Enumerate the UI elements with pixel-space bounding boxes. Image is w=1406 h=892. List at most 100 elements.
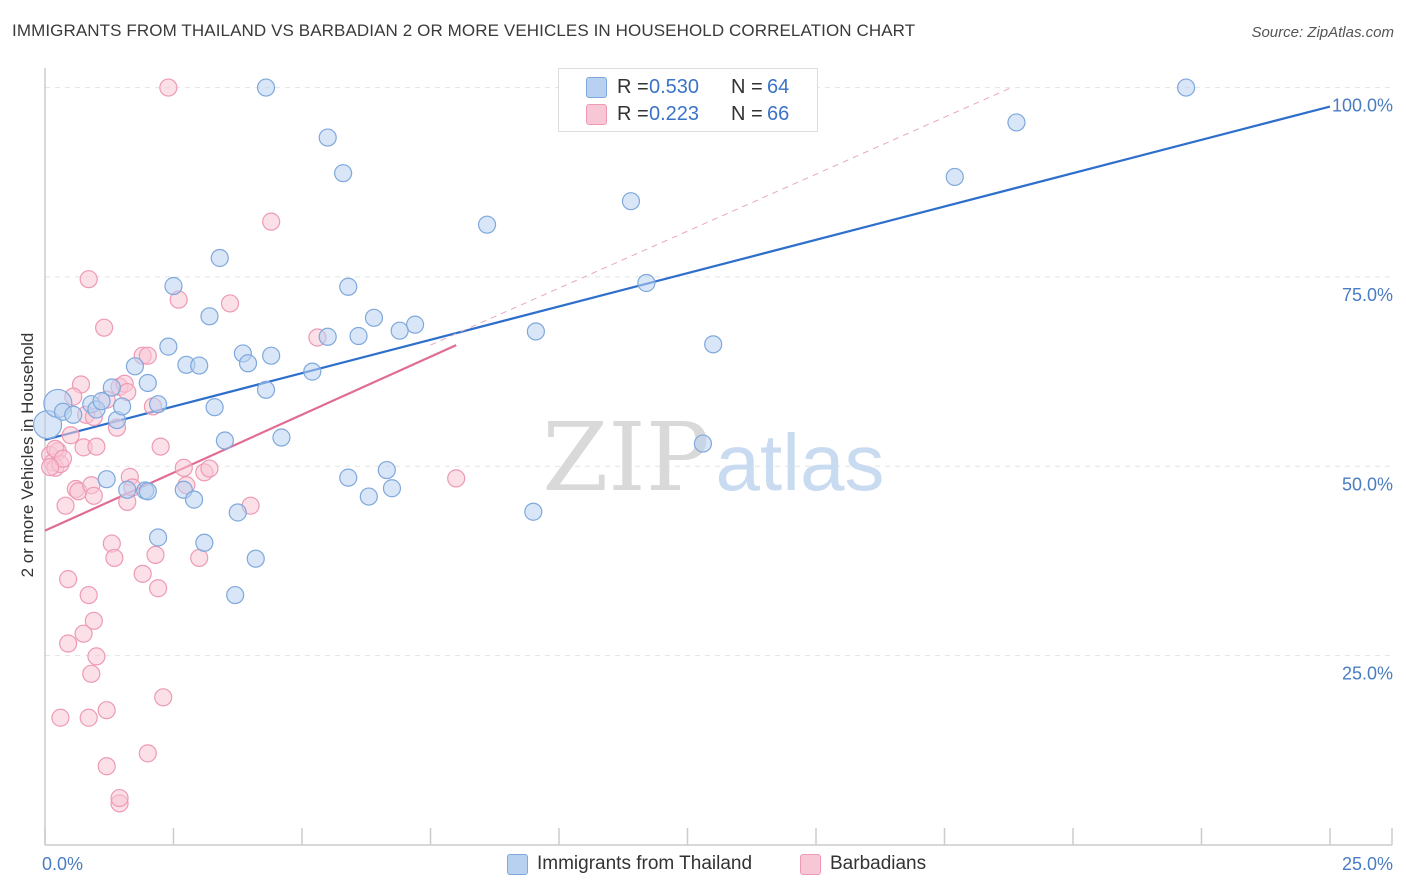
data-point-pink — [79, 708, 98, 727]
data-point-pink — [97, 701, 116, 720]
data-point-blue — [195, 533, 214, 552]
data-point-pink — [133, 564, 152, 583]
data-point-pink — [200, 459, 219, 478]
trend-line-blue — [44, 105, 1331, 441]
data-point-blue — [334, 164, 353, 183]
data-point-blue — [526, 322, 545, 341]
legend-r-value: 0.223 — [649, 103, 700, 125]
data-point-blue — [148, 395, 168, 414]
data-point-blue — [125, 357, 145, 376]
data-point-pink — [84, 486, 103, 505]
data-point-pink — [95, 318, 114, 337]
legend-n-label: N = — [731, 76, 763, 98]
data-point-pink — [51, 708, 70, 727]
data-point-blue — [118, 480, 137, 499]
data-point-blue — [377, 460, 396, 480]
data-point-blue — [1176, 78, 1196, 97]
data-point-blue — [262, 346, 281, 365]
data-point-pink — [447, 469, 466, 488]
data-point-blue — [228, 503, 247, 522]
data-point-pink — [84, 611, 103, 630]
data-point-pink — [79, 585, 98, 605]
y-tick-label: 50.0% — [1342, 474, 1393, 494]
data-point-blue — [359, 487, 378, 506]
data-point-blue — [138, 482, 157, 501]
data-point-pink — [59, 570, 78, 589]
data-point-pink — [190, 548, 209, 568]
data-point-blue — [364, 308, 384, 327]
data-point-blue — [97, 470, 116, 489]
data-point-blue — [693, 434, 713, 453]
data-point-blue — [205, 398, 224, 417]
data-point-blue — [303, 362, 322, 381]
data-point-blue — [339, 277, 358, 296]
data-point-blue — [339, 468, 358, 487]
legend-n-value: 66 — [767, 103, 790, 125]
data-point-blue — [159, 337, 178, 356]
data-point-blue — [637, 273, 656, 293]
y-tick-label: 25.0% — [1342, 664, 1393, 684]
data-point-pink — [159, 78, 178, 97]
x-tick-label: 0.0% — [42, 854, 83, 874]
legend-swatch-blue — [586, 77, 607, 98]
data-point-pink — [220, 294, 240, 313]
y-tick-label: 75.0% — [1342, 285, 1393, 305]
bottom-legend-swatch-blue — [507, 854, 528, 875]
data-point-blue — [92, 392, 111, 411]
data-point-pink — [56, 496, 75, 515]
watermark-atlas: atlas — [716, 418, 885, 507]
data-point-pink — [53, 449, 73, 468]
data-point-blue — [238, 354, 258, 373]
data-point-blue — [1007, 113, 1026, 132]
data-point-pink — [262, 212, 281, 231]
data-point-blue — [318, 327, 337, 346]
trend-line-extension — [430, 87, 1012, 346]
data-point-blue — [102, 378, 121, 397]
data-point-pink — [97, 757, 116, 776]
data-point-blue — [200, 307, 219, 326]
x-tick-label: 25.0% — [1342, 854, 1393, 874]
data-points — [32, 78, 1196, 813]
data-point-blue — [272, 428, 291, 447]
data-point-pink — [87, 647, 106, 666]
data-point-blue — [477, 215, 497, 234]
y-axis-label: 2 or more Vehicles in Household — [18, 332, 37, 578]
chart-title: IMMIGRANTS FROM THAILAND VS BARBADIAN 2 … — [12, 21, 916, 40]
y-tick-label: 100.0% — [1332, 96, 1393, 116]
legend-r-label: R = — [617, 76, 649, 98]
data-point-blue — [405, 315, 425, 334]
data-point-pink — [148, 579, 168, 598]
data-point-pink — [74, 624, 93, 643]
data-point-pink — [154, 688, 173, 707]
legend-swatch-pink — [586, 104, 607, 125]
legend-r-label: R = — [617, 103, 649, 125]
data-point-pink — [138, 744, 157, 763]
data-point-blue — [390, 321, 409, 340]
data-point-blue — [524, 502, 543, 521]
data-point-blue — [210, 248, 229, 268]
data-point-blue — [945, 167, 964, 187]
data-point-blue — [64, 405, 83, 424]
tick-labels: 25.0% 50.0% 75.0% 100.0% 0.0% 25.0% — [42, 96, 1393, 874]
data-point-pink — [59, 634, 78, 653]
data-point-blue — [349, 326, 368, 346]
data-point-pink — [110, 788, 129, 808]
data-point-blue — [226, 585, 245, 605]
source-label: Source: ZipAtlas.com — [1251, 24, 1394, 41]
data-point-pink — [41, 457, 60, 477]
data-point-pink — [146, 545, 165, 565]
data-point-blue — [256, 78, 276, 97]
data-point-blue — [148, 528, 168, 547]
trend-line-pink — [44, 344, 457, 532]
watermark: ZIP atlas — [542, 403, 884, 513]
data-point-blue — [184, 490, 204, 509]
data-point-blue — [704, 335, 723, 354]
data-point-blue — [621, 192, 641, 211]
data-point-blue — [190, 356, 209, 375]
data-point-pink — [138, 346, 157, 365]
data-point-blue — [164, 276, 183, 296]
data-point-pink — [151, 437, 170, 456]
data-point-blue — [138, 373, 157, 393]
data-point-blue — [112, 397, 132, 416]
